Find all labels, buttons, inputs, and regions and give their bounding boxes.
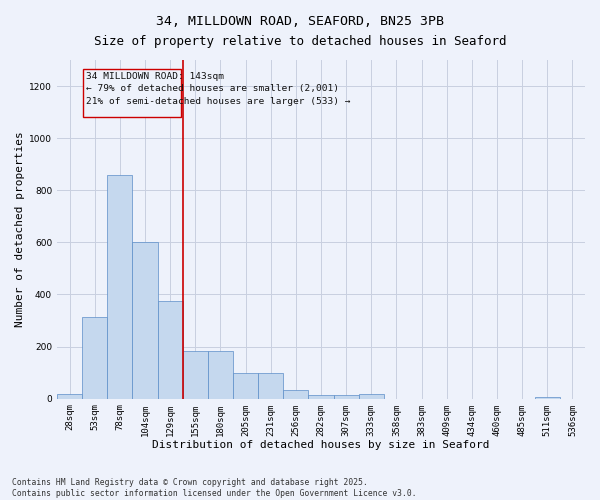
Bar: [133, 242, 158, 398]
Bar: [258, 372, 283, 398]
Bar: [82, 316, 107, 398]
Text: 34, MILLDOWN ROAD, SEAFORD, BN25 3PB: 34, MILLDOWN ROAD, SEAFORD, BN25 3PB: [156, 15, 444, 28]
Bar: [183, 350, 208, 399]
Text: Size of property relative to detached houses in Seaford: Size of property relative to detached ho…: [94, 35, 506, 48]
Bar: [57, 394, 82, 398]
Bar: [359, 394, 384, 398]
Bar: [208, 350, 233, 399]
FancyBboxPatch shape: [83, 69, 181, 117]
Text: 34 MILLDOWN ROAD: 143sqm
← 79% of detached houses are smaller (2,001)
21% of sem: 34 MILLDOWN ROAD: 143sqm ← 79% of detach…: [86, 72, 351, 106]
Bar: [107, 174, 133, 398]
Bar: [233, 372, 258, 398]
Bar: [283, 390, 308, 398]
Text: Contains HM Land Registry data © Crown copyright and database right 2025.
Contai: Contains HM Land Registry data © Crown c…: [12, 478, 416, 498]
X-axis label: Distribution of detached houses by size in Seaford: Distribution of detached houses by size …: [152, 440, 490, 450]
Bar: [158, 301, 183, 398]
Bar: [334, 395, 359, 398]
Bar: [308, 395, 334, 398]
Y-axis label: Number of detached properties: Number of detached properties: [15, 132, 25, 327]
